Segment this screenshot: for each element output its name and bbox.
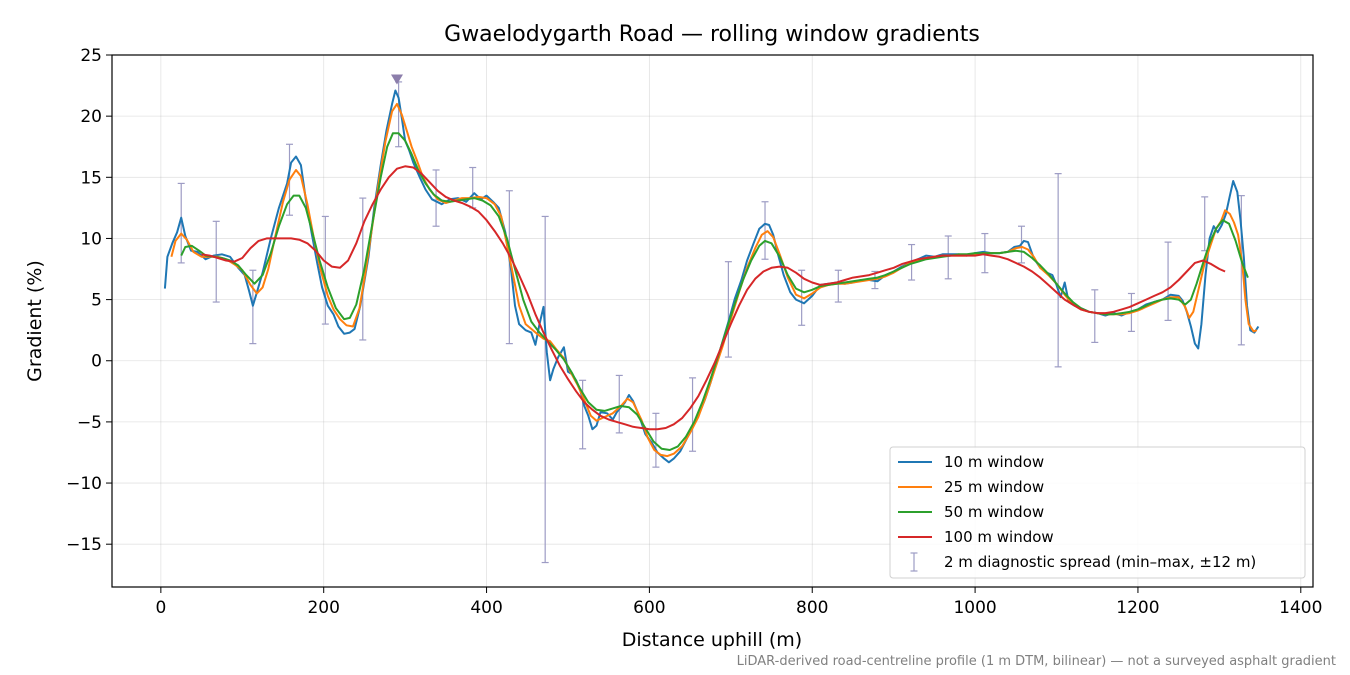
series-layer [163, 74, 1260, 564]
y-tick-label: −15 [66, 535, 102, 555]
x-tick-label: 1200 [1116, 598, 1159, 618]
y-tick-label: −5 [77, 413, 102, 433]
x-tick-label: 0 [155, 598, 166, 618]
errorbar-series [177, 81, 1245, 564]
y-tick-label: −10 [66, 474, 102, 494]
y-tick-label: 20 [80, 107, 102, 127]
y-tick-label: 25 [80, 46, 102, 66]
y-tick-label: 0 [91, 352, 102, 372]
ticks: 0 200 400 600 800 1000 1200 1400 −15 −10 −5 0 5 10 15 2… [66, 46, 1322, 618]
plot-frame [111, 54, 1314, 588]
x-tick-label: 1000 [953, 598, 996, 618]
footnote: LiDAR-derived road-centreline profile (1… [737, 654, 1336, 669]
legend-label-3: 50 m window [944, 503, 1044, 521]
y-tick-label: 15 [80, 168, 102, 188]
legend-label-4: 100 m window [944, 528, 1054, 546]
series-line-3 [180, 132, 1249, 451]
x-tick-label: 400 [470, 598, 502, 618]
x-tick-label: 800 [796, 598, 828, 618]
x-tick-label: 600 [633, 598, 665, 618]
legend: 10 m window 25 m window 50 m window 100 m w… [889, 446, 1306, 579]
peak-marker [390, 74, 403, 85]
x-tick-label: 1400 [1279, 598, 1322, 618]
x-axis-label: Distance uphill (m) [622, 629, 802, 651]
series-line-4 [201, 165, 1226, 431]
legend-label-2: 25 m window [944, 478, 1044, 496]
y-tick-label: 5 [91, 291, 102, 311]
legend-label-5: 2 m diagnostic spread (min–max, ±12 m) [944, 553, 1256, 571]
y-tick-label: 10 [80, 229, 102, 249]
y-axis-label: Gradient (%) [24, 260, 46, 382]
legend-label-1: 10 m window [944, 453, 1044, 471]
legend-box [889, 446, 1306, 579]
x-tick-label: 200 [307, 598, 339, 618]
chart-title: Gwaelodygarth Road — rolling window grad… [444, 22, 980, 47]
